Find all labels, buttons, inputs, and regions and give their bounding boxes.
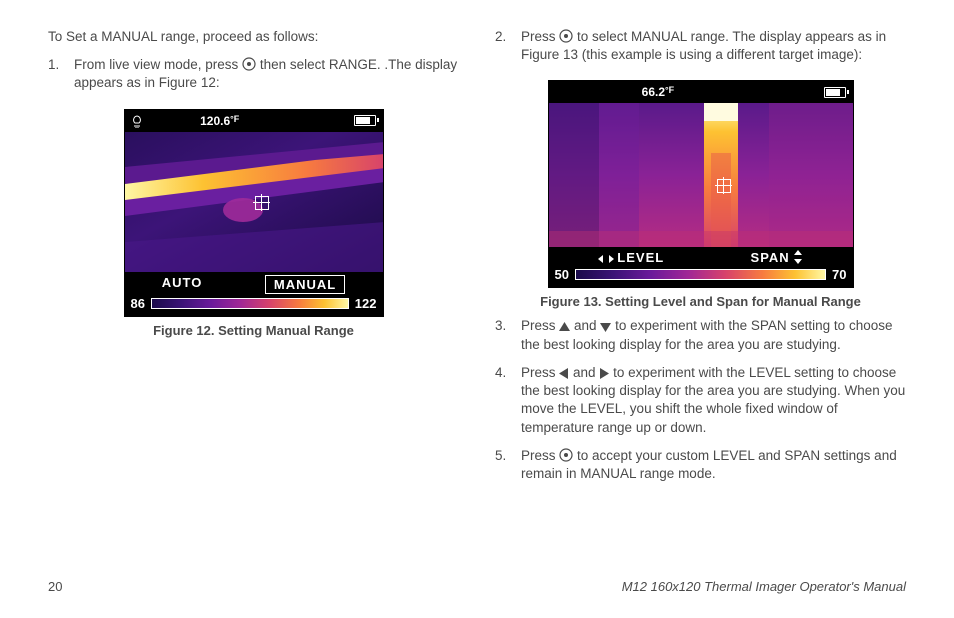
figure-13: 66.2°F [495, 80, 906, 309]
step-body: Press to select MANUAL range. The displa… [521, 28, 906, 64]
right-column: 2. Press to select MANUAL range. The dis… [495, 28, 906, 568]
step-5: 5. Press to accept your custom LEVEL and… [495, 447, 906, 483]
intro-text: To Set a MANUAL range, proceed as follow… [48, 28, 459, 46]
thermal-footer: AUTO MANUAL 86 122 [125, 272, 383, 316]
step-number: 2. [495, 28, 521, 64]
page-number: 20 [48, 579, 62, 594]
left-arrow-icon [559, 368, 569, 379]
scale-max: 70 [832, 267, 846, 282]
step-number: 1. [48, 56, 74, 92]
figure-12-caption: Figure 12. Setting Manual Range [48, 323, 459, 338]
temp-readout: 120.6°F [200, 114, 239, 128]
mode-labels: LEVEL SPAN [555, 250, 847, 265]
center-button-icon [242, 57, 256, 71]
lamp-icon [131, 114, 143, 128]
up-arrow-icon [559, 322, 570, 332]
thermal-header: 66.2°F [549, 81, 853, 103]
thermal-svg-13 [549, 103, 853, 247]
up-down-arrows-icon [793, 250, 803, 264]
page-footer: 20 M12 160x120 Thermal Imager Operator's… [48, 579, 906, 594]
step-body: Press and to experiment with the SPAN se… [521, 317, 906, 353]
step-number: 5. [495, 447, 521, 483]
mode-labels: AUTO MANUAL [131, 275, 377, 294]
step-number: 3. [495, 317, 521, 353]
scale-min: 86 [131, 296, 145, 311]
step-3: 3. Press and to experiment with the SPAN… [495, 317, 906, 353]
thermal-display-13: 66.2°F [548, 80, 854, 288]
manual-label: MANUAL [265, 275, 345, 294]
step-body: Press and to experiment with the LEVEL s… [521, 364, 906, 437]
temp-readout: 66.2°F [642, 85, 674, 99]
thermal-header: 120.6°F [125, 110, 383, 132]
gradient-bar [575, 269, 826, 280]
battery-icon [824, 87, 846, 98]
thermal-image-13 [549, 103, 853, 247]
level-label: LEVEL [598, 250, 665, 265]
scale-min: 50 [555, 267, 569, 282]
step-1: 1. From live view mode, press then selec… [48, 56, 459, 92]
gradient-bar [151, 298, 349, 309]
scale-bar: 86 122 [131, 296, 377, 311]
scale-max: 122 [355, 296, 377, 311]
crosshair-icon [255, 196, 269, 210]
right-arrow-icon [599, 368, 609, 379]
step-body: From live view mode, press then select R… [74, 56, 459, 92]
auto-label: AUTO [162, 275, 203, 294]
down-arrow-icon [600, 322, 611, 332]
thermal-image-12 [125, 132, 383, 272]
battery-icon [354, 115, 376, 126]
two-column-layout: To Set a MANUAL range, proceed as follow… [48, 28, 906, 568]
thermal-footer: LEVEL SPAN 50 70 [549, 247, 853, 287]
crosshair-icon [717, 179, 731, 193]
scale-bar: 50 70 [555, 267, 847, 282]
right-steps-cont: 3. Press and to experiment with the SPAN… [495, 317, 906, 493]
span-label: SPAN [751, 250, 804, 265]
step-2: 2. Press to select MANUAL range. The dis… [495, 28, 906, 64]
center-button-icon [559, 448, 573, 462]
step-number: 4. [495, 364, 521, 437]
center-button-icon [559, 29, 573, 43]
left-steps: 1. From live view mode, press then selec… [48, 56, 459, 102]
left-right-arrows-icon [598, 254, 614, 264]
thermal-display-12: 120.6°F [124, 109, 384, 317]
figure-13-caption: Figure 13. Setting Level and Span for Ma… [495, 294, 906, 309]
right-steps: 2. Press to select MANUAL range. The dis… [495, 28, 906, 74]
step-body: Press to accept your custom LEVEL and SP… [521, 447, 906, 483]
manual-title: M12 160x120 Thermal Imager Operator's Ma… [622, 579, 906, 594]
step-4: 4. Press and to experiment with the LEVE… [495, 364, 906, 437]
figure-12: 120.6°F [48, 109, 459, 338]
left-column: To Set a MANUAL range, proceed as follow… [48, 28, 459, 568]
